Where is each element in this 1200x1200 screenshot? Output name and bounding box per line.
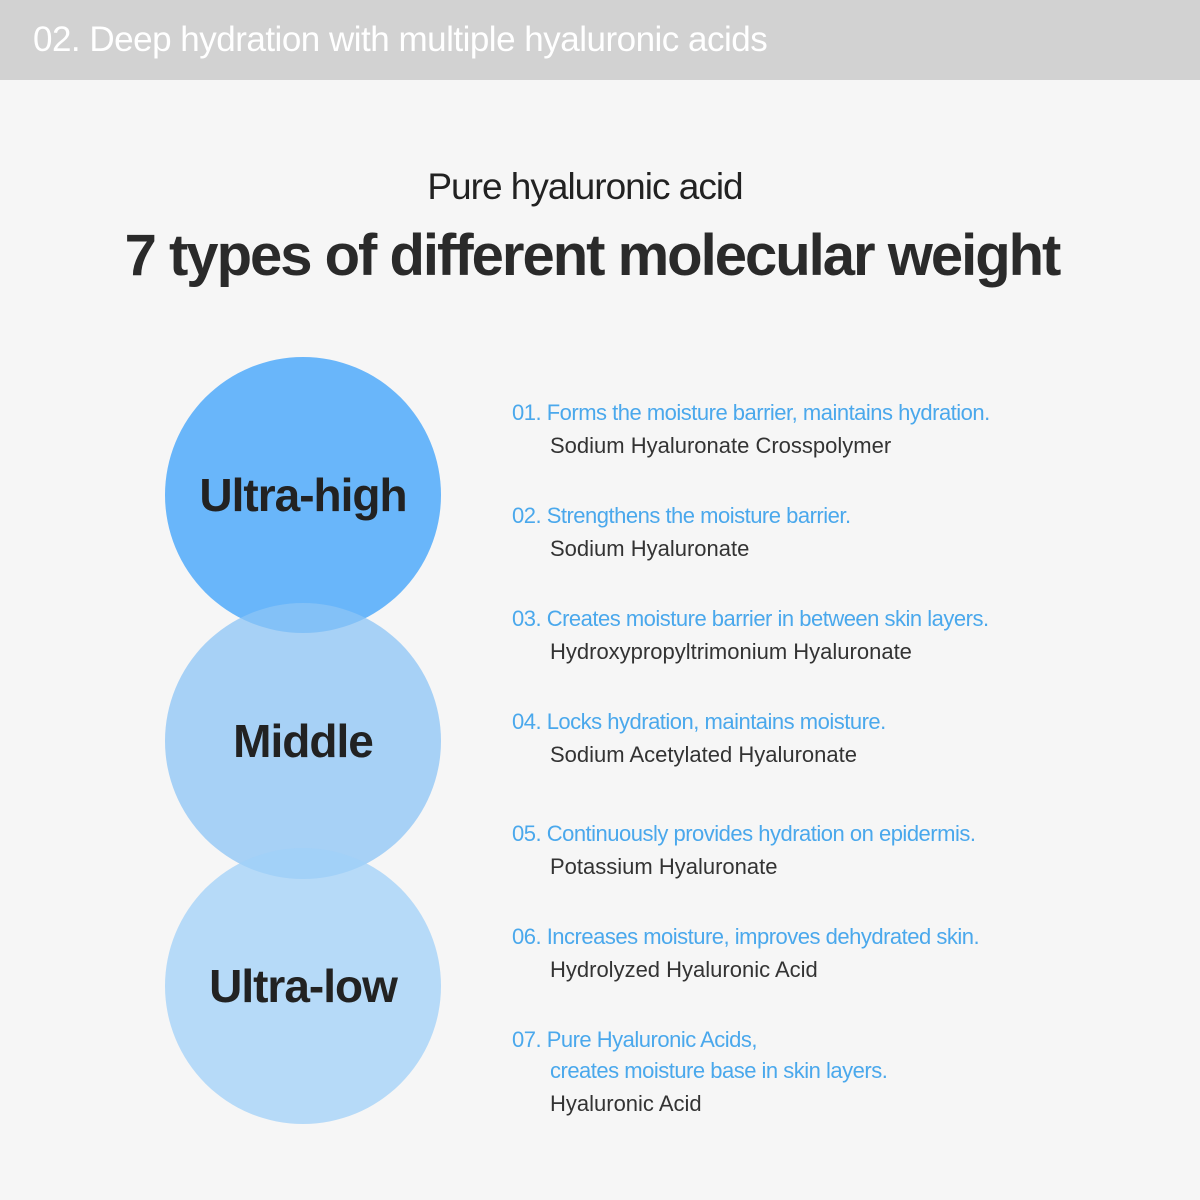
benefit: 06. Increases moisture, improves dehydra… <box>512 924 980 949</box>
subtitle: Pure hyaluronic acid <box>427 166 743 207</box>
ingredient: Potassium Hyaluronate <box>550 854 778 879</box>
ingredient: Hyaluronic Acid <box>550 1091 702 1116</box>
list-item: 07. Pure Hyaluronic Acids, creates moistu… <box>512 1024 888 1119</box>
ingredient: Sodium Acetylated Hyaluronate <box>550 742 857 767</box>
header-bar: 02. Deep hydration with multiple hyaluro… <box>0 0 1200 80</box>
ingredient: Hydroxypropyltrimonium Hyaluronate <box>550 639 912 664</box>
page-title: 7 types of different molecular weight <box>124 223 1062 288</box>
benefit: 02. Strengthens the moisture barrier. <box>512 503 851 528</box>
benefit: 03. Creates moisture barrier in between … <box>512 606 989 631</box>
ingredient: Hydrolyzed Hyaluronic Acid <box>550 957 818 982</box>
circle-label: Ultra-high <box>199 469 407 521</box>
circle-middle: Middle <box>165 603 441 879</box>
circle-label: Middle <box>233 715 374 767</box>
list-item: 06. Increases moisture, improves dehydra… <box>512 921 980 985</box>
circle-ultra-low: Ultra-low <box>165 848 441 1124</box>
list-item: 03. Creates moisture barrier in between … <box>512 603 989 667</box>
benefit: 01. Forms the moisture barrier, maintain… <box>512 400 990 425</box>
benefit: 04. Locks hydration, maintains moisture. <box>512 709 886 734</box>
benefit: 07. Pure Hyaluronic Acids, <box>512 1027 758 1052</box>
header-title: 02. Deep hydration with multiple hyaluro… <box>33 20 768 59</box>
benefit-continued: creates moisture base in skin layers. <box>550 1058 888 1083</box>
list-item: 01. Forms the moisture barrier, maintain… <box>512 397 990 461</box>
list-item: 05. Continuously provides hydration on e… <box>512 818 976 882</box>
ingredient: Sodium Hyaluronate Crosspolymer <box>550 433 892 458</box>
ingredient: Sodium Hyaluronate <box>550 536 750 561</box>
benefit: 05. Continuously provides hydration on e… <box>512 821 976 846</box>
circle-ultra-high: Ultra-high <box>165 357 441 633</box>
list-item: 02. Strengthens the moisture barrier. Sod… <box>512 500 851 564</box>
circle-label: Ultra-low <box>209 960 398 1012</box>
list-item: 04. Locks hydration, maintains moisture.… <box>512 706 886 770</box>
